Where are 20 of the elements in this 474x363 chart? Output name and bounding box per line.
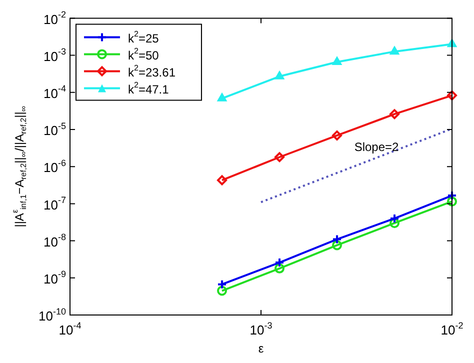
point — [218, 93, 226, 102]
point — [332, 234, 342, 244]
point — [390, 218, 400, 228]
point — [332, 130, 342, 140]
x-axis-title: ε — [258, 341, 264, 356]
text: ||Aεinf,1−Aref,2||∞/||Aref,2||∞ — [10, 106, 28, 228]
point — [332, 56, 342, 65]
point — [274, 263, 285, 274]
point — [217, 175, 228, 186]
point — [390, 213, 400, 224]
point — [390, 109, 400, 120]
point — [447, 90, 457, 100]
point — [390, 46, 399, 55]
point — [447, 196, 457, 206]
point — [274, 258, 285, 268]
point — [274, 152, 285, 162]
point — [275, 71, 284, 80]
point — [332, 240, 342, 250]
annotation: Slope=2 — [354, 140, 400, 154]
point — [217, 286, 228, 296]
